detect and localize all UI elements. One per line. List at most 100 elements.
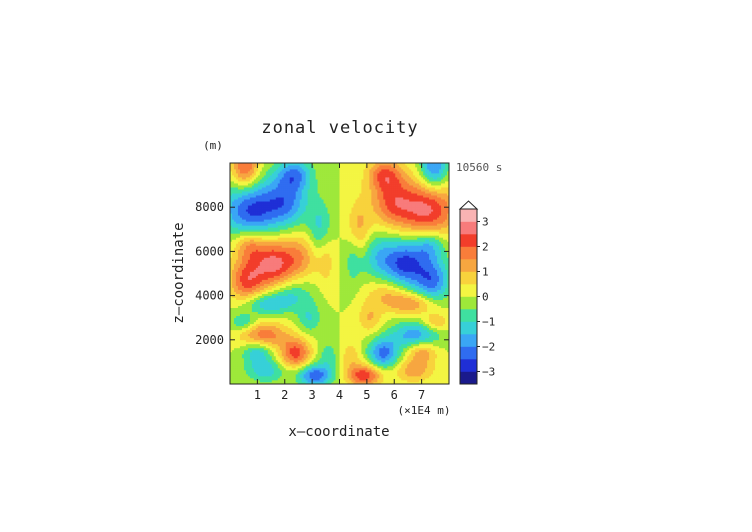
field-cell (431, 293, 434, 296)
field-cell (233, 345, 237, 349)
field-cell (379, 309, 382, 313)
field-cell (255, 303, 259, 306)
field-cell (407, 321, 410, 325)
field-cell (357, 371, 360, 375)
field-cell (303, 341, 306, 345)
field-cell (349, 335, 352, 339)
field-cell (259, 301, 263, 304)
field-cell (353, 299, 356, 302)
field-cell (353, 347, 356, 351)
field-cell (369, 329, 372, 333)
field-cell (331, 303, 334, 306)
field-cell (303, 361, 306, 365)
field-cell (349, 297, 352, 300)
field-cell (295, 379, 299, 383)
field-cell (287, 361, 291, 365)
field-cell (317, 363, 320, 367)
field-cell (429, 367, 432, 371)
field-cell (261, 297, 265, 300)
field-cell (399, 305, 402, 309)
field-cell (305, 353, 308, 357)
field-cell (271, 335, 275, 339)
field-cell (431, 335, 434, 339)
field-cell (369, 301, 372, 304)
field-cell (230, 347, 233, 351)
field-cell (355, 311, 358, 315)
field-cell (233, 297, 237, 300)
field-cell (437, 345, 440, 349)
field-cell (343, 319, 346, 323)
field-cell (307, 291, 310, 294)
field-cell (415, 375, 418, 379)
field-cell (435, 343, 438, 347)
field-cell (249, 373, 253, 377)
field-cell (351, 309, 354, 313)
field-cell (230, 365, 233, 369)
field-cell (431, 339, 434, 343)
field-cell (331, 355, 334, 359)
field-cell (267, 367, 271, 371)
field-cell (407, 353, 410, 357)
field-cell (297, 333, 301, 337)
field-cell (285, 295, 289, 298)
field-cell (411, 313, 414, 317)
field-cell (257, 331, 261, 335)
field-cell (445, 369, 448, 373)
field-cell (359, 337, 362, 341)
field-cell (265, 359, 269, 363)
field-cell (327, 355, 330, 359)
field-cell (263, 323, 267, 327)
field-cell (361, 345, 364, 349)
field-cell (301, 345, 305, 349)
field-cell (283, 315, 287, 319)
field-cell (237, 369, 241, 373)
field-cell (359, 325, 362, 329)
field-cell (233, 353, 237, 357)
field-cell (381, 309, 384, 313)
field-cell (333, 367, 336, 371)
field-cell (383, 359, 386, 363)
field-cell (323, 361, 326, 365)
field-cell (413, 361, 416, 365)
field-cell (317, 349, 320, 353)
field-cell (293, 343, 297, 347)
field-cell (263, 371, 267, 375)
field-cell (311, 319, 314, 323)
field-cell (293, 381, 297, 385)
field-cell (233, 373, 237, 377)
field-cell (359, 301, 362, 304)
field-cell (385, 329, 388, 333)
field-cell (359, 309, 362, 313)
field-cell (429, 329, 432, 333)
field-cell (361, 329, 364, 333)
field-cell (413, 357, 416, 361)
field-cell (255, 313, 259, 317)
field-cell (341, 323, 344, 327)
field-cell (445, 295, 448, 298)
field-cell (359, 353, 362, 357)
field-cell (421, 319, 424, 323)
field-cell (301, 349, 305, 353)
field-cell (359, 321, 362, 325)
field-cell (325, 343, 328, 347)
field-cell (349, 369, 352, 373)
field-cell (343, 301, 346, 304)
field-cell (413, 359, 416, 363)
field-cell (311, 359, 314, 363)
field-cell (399, 321, 402, 325)
field-cell (239, 379, 243, 383)
field-cell (285, 327, 289, 331)
field-cell (321, 307, 324, 311)
field-cell (361, 355, 364, 359)
field-cell (395, 375, 398, 379)
field-cell (241, 297, 245, 300)
field-cell (337, 373, 340, 377)
field-cell (383, 325, 386, 329)
field-cell (263, 339, 267, 343)
field-cell (253, 313, 257, 317)
field-cell (261, 361, 265, 365)
field-cell (281, 357, 285, 361)
field-cell (373, 331, 376, 335)
field-cell (365, 361, 368, 365)
field-cell (277, 367, 281, 371)
